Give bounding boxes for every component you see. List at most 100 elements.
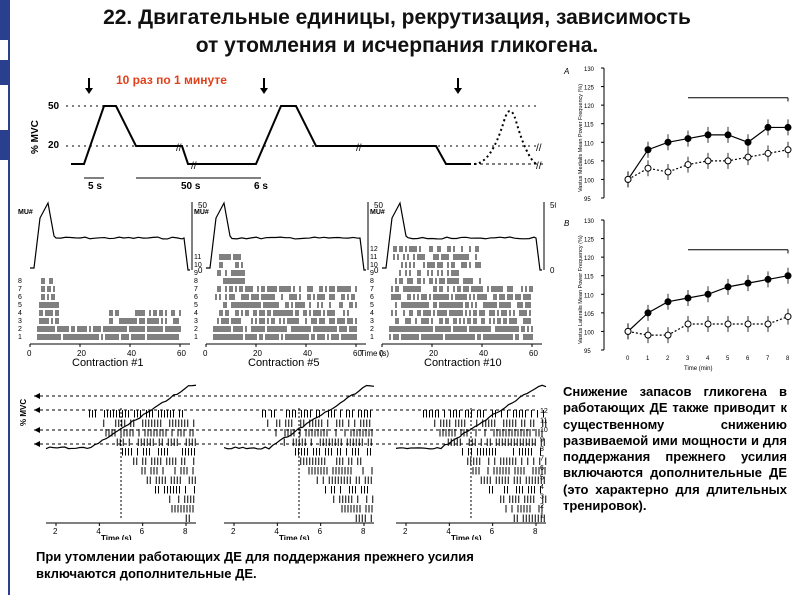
freq-ylabel: Vastus Medialis Mean Power Frequency (%) [578, 84, 584, 192]
open-point [704, 157, 712, 165]
ramp-x-tick: 6 [140, 527, 145, 536]
open-point [624, 327, 632, 335]
freq-y-tick: 105 [584, 160, 595, 166]
freq-x-tick: 4 [706, 356, 710, 362]
protocol-d50: 50 s [181, 181, 201, 192]
mu-row-label: 2 [370, 326, 374, 333]
ramp-row-label: 5 [540, 475, 544, 482]
protocol-header: 10 раз по 1 минуте [116, 73, 227, 87]
mu-row-label: 1 [370, 334, 374, 341]
right-tick-0: 0 [550, 266, 555, 275]
mu-row-label: 12 [370, 246, 378, 253]
ramp-x-tick: 4 [274, 527, 279, 536]
ramp-row-label: 9 [540, 437, 544, 444]
x-tick: 40 [303, 349, 312, 358]
filled-point [764, 275, 772, 283]
x-tick: 20 [429, 349, 438, 358]
ramp-x-tick: 8 [183, 527, 188, 536]
ramp-xlabel: Time (s) [101, 534, 132, 540]
mu-row-label: 1 [194, 334, 198, 341]
filled-point [684, 135, 692, 143]
x-tick: 60 [177, 349, 186, 358]
filled-point [724, 131, 732, 139]
svg-text://: // [536, 161, 542, 172]
ramp-panel-1: 2 4 6 8 Time (s) [45, 384, 197, 543]
freq-y-tick: 125 [584, 86, 595, 92]
x-tick: 60 [353, 349, 362, 358]
freq-x-tick: 8 [786, 356, 790, 362]
mu-row-label: 6 [194, 294, 198, 301]
mu-row-label: 8 [194, 278, 198, 285]
open-point [644, 331, 652, 339]
filled-point [744, 279, 752, 287]
protocol-ylabel: % MVC [30, 120, 41, 154]
protocol-d6: 6 s [254, 181, 268, 192]
freq-xlabel: Time (min) [684, 366, 712, 372]
ramp-x-tick: 6 [490, 527, 495, 536]
open-point [764, 149, 772, 157]
mu-row-label: 6 [370, 294, 374, 301]
contraction-caption: Contraction #5 [248, 357, 320, 369]
open-point [744, 320, 752, 328]
mu-row-label: 2 [18, 326, 22, 333]
mu-label: MU# [370, 209, 385, 216]
mu-row-label: 3 [18, 318, 22, 325]
x-tick: 40 [479, 349, 488, 358]
x-tick: 60 [529, 349, 538, 358]
freq-y-tick: 115 [584, 275, 594, 281]
filled-point [644, 146, 652, 154]
caption-right: Снижение запасов гликогена в работающих … [563, 384, 787, 514]
freq-y-tick: 95 [584, 197, 591, 203]
ramp-x-tick: 2 [53, 527, 58, 536]
ramp-row-label: 12 [540, 408, 548, 415]
freq-chart-A: A Vastus Medialis Mean Power Frequency (%… [563, 67, 792, 203]
filled-point [704, 131, 712, 139]
open-point [684, 161, 692, 169]
open-point [784, 313, 792, 321]
mu-row-label: 8 [18, 278, 22, 285]
mu-row-label: 4 [194, 310, 198, 317]
filled-point [724, 283, 732, 291]
mu-row-label: 3 [370, 318, 374, 325]
mu-row-label: 3 [194, 318, 198, 325]
raster-panels: MU# 50 0 8 7 6 5 4 3 2 1 0 20 40 60 Contraction #1 MU# 50… [16, 198, 559, 370]
ramp-x-tick: 4 [446, 527, 451, 536]
ramp-row-label: 10 [540, 427, 548, 434]
freq-y-tick: 130 [584, 219, 595, 225]
filled-point [744, 138, 752, 146]
freq-y-tick: 115 [584, 123, 594, 129]
mu-row-label: 7 [370, 286, 374, 293]
open-point [644, 164, 652, 172]
open-point [764, 320, 772, 328]
freq-x-tick: 6 [746, 356, 750, 362]
mu-row-label: 5 [18, 302, 22, 309]
mu-row-label: 7 [194, 286, 198, 293]
open-point [684, 320, 692, 328]
mu-row-label: 9 [194, 270, 198, 277]
force-trace [206, 201, 366, 271]
contraction-caption: Contraction #10 [424, 357, 502, 369]
freq-y-tick: 105 [584, 312, 595, 318]
x-tick: 20 [253, 349, 262, 358]
protocol-y50: 50 [48, 101, 60, 112]
ramp-row-label: 11 [540, 418, 547, 425]
filled-point [784, 272, 792, 280]
open-point [624, 175, 632, 183]
freq-x-tick: 1 [646, 356, 650, 362]
series-open-line [627, 316, 789, 336]
mu-row-label: 4 [18, 310, 22, 317]
x-tick: 0 [203, 349, 208, 358]
mu-row-label: 9 [370, 270, 374, 277]
panel-letter: B [564, 219, 570, 228]
mu-row-label: 8 [370, 278, 374, 285]
title-line-1: 22. Двигательные единицы, рекрутизация, … [103, 6, 691, 29]
open-point [664, 168, 672, 176]
mu-row-label: 7 [18, 286, 22, 293]
mu-row-label: 11 [194, 254, 201, 261]
mu-row-label: 5 [370, 302, 374, 309]
frequency-charts: A Vastus Medialis Mean Power Frequency (%… [562, 62, 792, 380]
freq-y-tick: 100 [584, 330, 595, 336]
protocol-diagram: 10 раз по 1 минуте % MVC 50 20 // // // … [16, 66, 556, 196]
